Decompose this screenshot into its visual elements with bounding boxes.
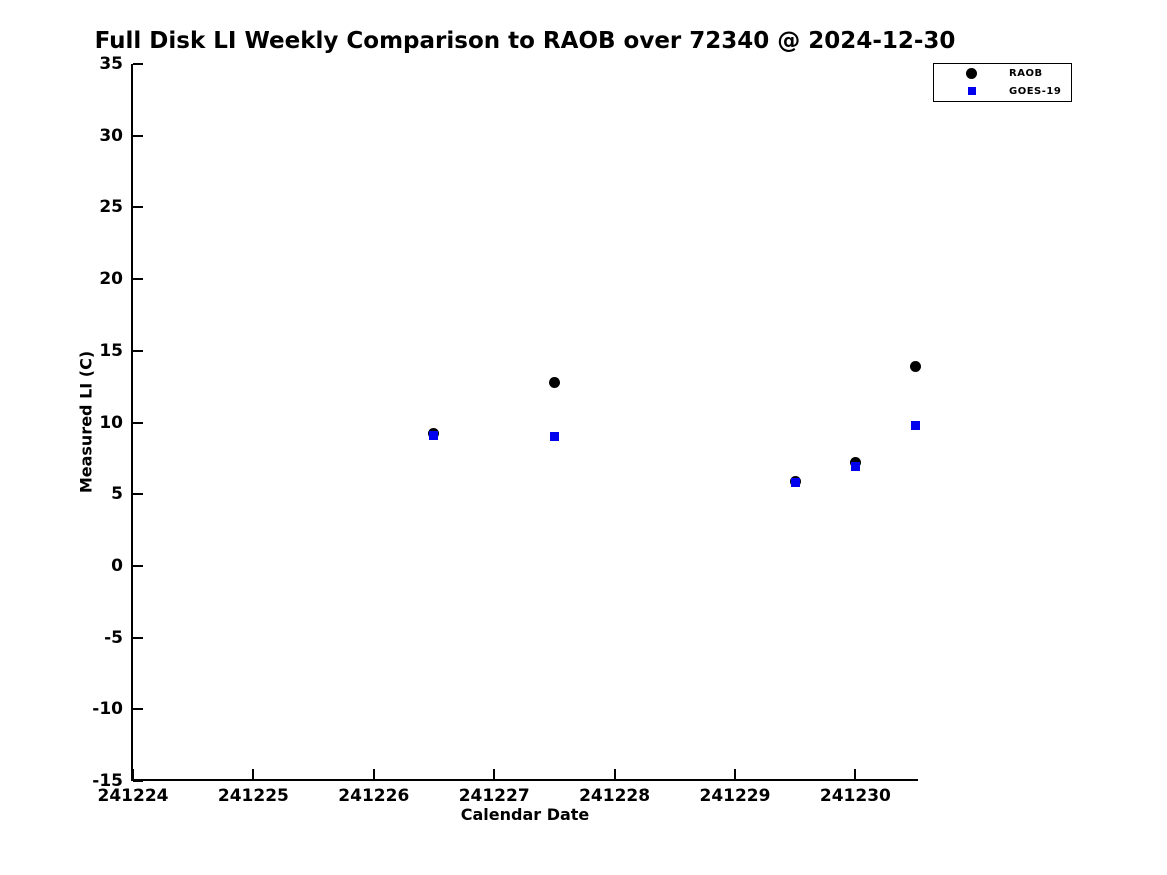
x-tick-label: 241226 (338, 786, 410, 806)
x-tick-mark (252, 769, 255, 779)
y-tick-label: 35 (99, 54, 123, 74)
y-tick-mark (133, 206, 143, 209)
x-tick-label: 241230 (819, 786, 891, 806)
x-tick-label: 241224 (97, 786, 169, 806)
y-tick-mark (133, 708, 143, 711)
goes-19-point (850, 462, 860, 472)
y-tick-label: -10 (92, 699, 123, 720)
y-tick-label: 5 (111, 484, 123, 505)
y-tick-label: 25 (99, 197, 123, 218)
goes-19-point (790, 478, 800, 488)
y-tick-mark (133, 134, 143, 137)
y-tick-label: 10 (99, 412, 123, 433)
goes-19-square-marker-icon (967, 87, 976, 96)
goes-19-point (911, 420, 921, 430)
y-tick-label: -5 (104, 627, 123, 648)
x-tick-mark (132, 769, 134, 779)
chart-title: Full Disk LI Weekly Comparison to RAOB o… (94, 28, 956, 54)
raob-point (910, 361, 922, 373)
x-tick-label: 241227 (458, 786, 530, 806)
x-axis-label: Calendar Date (460, 805, 590, 824)
raob-point (548, 376, 560, 388)
x-tick-mark (493, 769, 496, 779)
x-tick-mark (372, 769, 375, 779)
y-tick-label: 20 (99, 269, 123, 290)
y-tick-label: 30 (99, 125, 123, 146)
y-tick-label: 0 (111, 555, 123, 576)
y-tick-mark (133, 278, 143, 281)
goes-19-point (429, 430, 439, 440)
legend: RAOB GOES-19 (933, 63, 1072, 102)
goes-19-point (549, 432, 559, 442)
plot-area (131, 64, 918, 781)
y-tick-mark (133, 636, 143, 639)
y-tick-mark (133, 564, 143, 567)
y-tick-mark (133, 421, 143, 424)
x-tick-label: 241225 (217, 786, 289, 806)
legend-label-goes-19: GOES-19 (1009, 85, 1062, 97)
x-tick-mark (733, 769, 736, 779)
raob-circle-marker-icon (966, 68, 977, 80)
y-tick-mark (133, 493, 143, 496)
y-tick-mark (133, 780, 143, 782)
y-tick-label: -15 (92, 771, 123, 791)
x-tick-label: 241229 (699, 786, 771, 806)
x-tick-mark (854, 769, 857, 779)
y-tick-mark (133, 349, 143, 352)
legend-label-raob: RAOB (1009, 68, 1043, 80)
x-tick-mark (613, 769, 616, 779)
y-tick-mark (133, 63, 143, 65)
legend-item-raob: RAOB (934, 66, 1071, 82)
y-tick-label: 15 (99, 340, 123, 361)
x-tick-label: 241228 (579, 786, 651, 806)
legend-item-goes-19: GOES-19 (934, 83, 1071, 99)
